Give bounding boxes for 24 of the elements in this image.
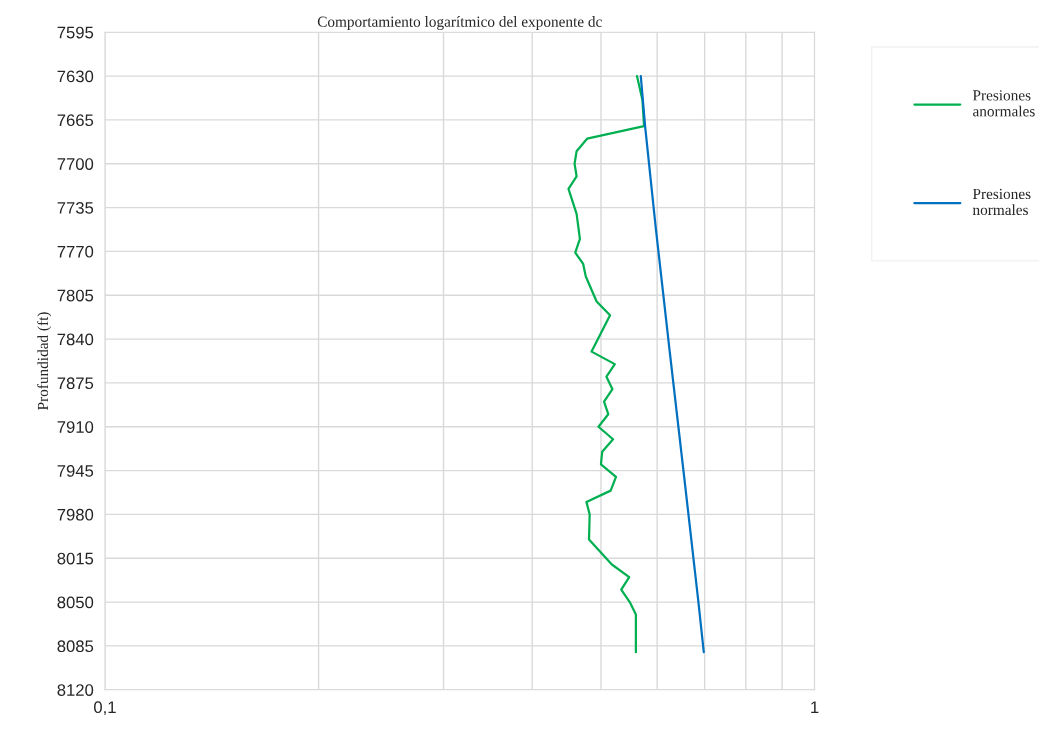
y-tick-label: 8015 [57,552,94,565]
y-tick-label: 7980 [57,508,94,521]
y-tick-label: 7840 [57,333,94,346]
y-tick-label: 8120 [57,684,94,696]
y-tick-label: 7875 [57,377,94,390]
y-tick-label: 7700 [57,158,94,170]
line-series [567,74,646,654]
line-series [639,74,705,654]
y-tick-label: 8085 [57,640,94,653]
legend-label: Presiones anormales [972,90,1035,117]
y-axis-title: Profundidad (ft) [37,312,52,410]
y-tick-label: 7630 [57,70,94,83]
x-tick-label: 0,1 [94,701,116,716]
y-tick-label: 7910 [57,421,94,433]
y-tick-label: 7595 [57,26,94,39]
x-tick-label: 1 [811,701,819,713]
y-tick-label: 7665 [57,114,94,127]
legend-label: Presiones normales [972,188,1031,216]
y-tick-label: 7805 [57,289,94,302]
y-tick-label: 7770 [57,245,94,258]
y-tick-label: 7735 [57,201,94,214]
chart-title: Comportamiento logarítmico del exponente dc [317,16,602,30]
y-tick-label: 7945 [57,464,94,477]
y-tick-label: 8050 [57,596,94,609]
